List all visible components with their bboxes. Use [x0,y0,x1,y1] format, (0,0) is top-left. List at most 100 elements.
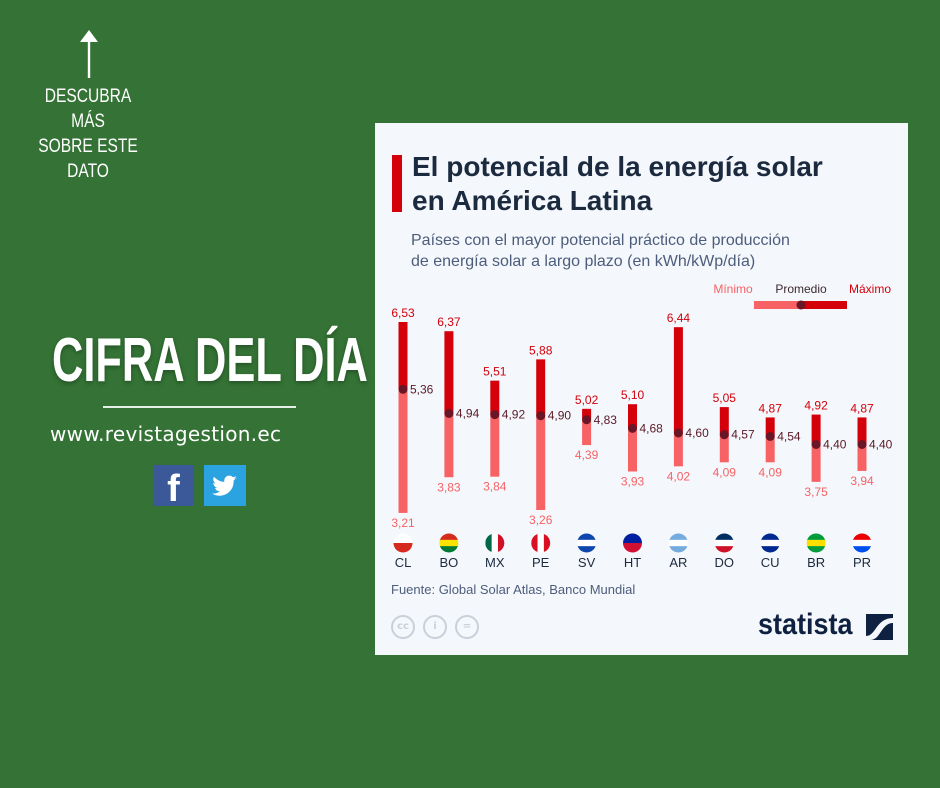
flag-stripe-DO [714,546,734,553]
chart-title: El potencial de la energía solar en Amér… [412,150,823,218]
bar-lower-AR [673,432,683,467]
range-chart: Mínimo Promedio Máximo 6,53 5,36 3,21 CL 6,37 4,… [391,282,893,570]
flag-stripe-SV [577,539,597,547]
avg-dot-MX [490,410,500,420]
bar-lower-SV [582,419,592,446]
category-label-SV: SV [578,555,596,570]
max-label-PR: 4,87 [850,401,874,415]
avg-dot-AR [673,428,683,438]
avg-label-PR: 4,40 [869,437,893,451]
category-label-CU: CU [761,555,780,570]
avg-label-SV: 4,83 [594,413,618,427]
max-label-BR: 4,92 [804,399,828,413]
bar-upper-SV [582,408,592,420]
flag-stripe-CU [760,539,780,547]
legend-min-bar [754,301,801,309]
max-label-DO: 5,05 [713,391,737,405]
avg-dot-SV [582,415,592,425]
bar-lower-BO [444,413,454,478]
bar-upper-BR [811,414,821,445]
bar-lower-CL [398,389,408,513]
bar-upper-BO [444,331,454,414]
flag-stripe-MX [491,533,499,553]
bar-upper-CL [398,322,408,390]
title-accent-bar [392,155,402,212]
category-label-HT: HT [624,555,641,570]
flag-stripe-CL [393,533,413,544]
legend-max: Máximo [849,282,891,296]
avg-label-MX: 4,92 [502,408,526,422]
category-label-PR: PR [853,555,871,570]
flag-stripe-DO [714,533,734,541]
flag-stripe-PE [531,533,539,553]
avg-label-CU: 4,54 [777,429,801,443]
legend-avg: Promedio [775,282,827,296]
chart-card: El potencial de la energía solar en Amér… [375,123,908,655]
statista-logo-mark [866,614,893,640]
cta-line: DATO [67,161,109,182]
headline: CIFRA DEL DÍA [52,326,368,395]
min-label-MX: 3,84 [483,480,507,494]
flag-stripe-AR [668,533,688,541]
discover-more-link[interactable]: DESCUBRA MÁS SOBRE ESTE DATO [31,84,146,184]
avg-label-BR: 4,40 [823,437,847,451]
flag-stripe-SV [577,546,597,553]
bar-lower-CU [765,436,775,463]
bar-lower-PR [857,444,867,471]
no-derivatives-icon: = [455,615,479,639]
category-label-BO: BO [440,555,459,570]
min-label-PR: 3,94 [850,474,874,488]
min-label-BO: 3,83 [437,480,461,494]
flag-stripe-BO [439,546,459,553]
avg-dot-PE [536,411,546,421]
avg-dot-CU [765,431,775,441]
bar-upper-PE [536,359,546,416]
bar-upper-AR [673,327,683,433]
flag-stripe-SV [577,533,597,541]
flag-stripe-MX [497,533,505,553]
bar-lower-HT [628,428,637,472]
twitter-icon[interactable] [204,465,246,506]
attribution-icon: i [423,615,447,639]
flag-stripe-BO [439,533,459,541]
bar-upper-HT [628,404,637,429]
category-label-MX: MX [485,555,505,570]
max-label-CU: 4,87 [759,401,783,415]
flag-stripe-BO [439,539,459,547]
avg-dot-PR [857,439,867,449]
flag-stripe-CU [760,546,780,553]
avg-dot-HT [628,423,637,433]
website-link[interactable]: www.revistagestion.ec [50,422,282,446]
category-label-AR: AR [669,555,687,570]
min-label-CL: 3,21 [391,516,415,530]
avg-label-BO: 4,94 [456,406,480,420]
bar-upper-MX [490,380,500,415]
facebook-icon[interactable]: f [153,465,194,506]
flag-stripe-BR [806,539,826,547]
bar-upper-DO [719,407,729,435]
divider [103,406,296,408]
legend-max-bar [801,301,847,309]
bar-lower-BR [811,444,821,482]
source-note: Fuente: Global Solar Atlas, Banco Mundia… [391,582,636,597]
flag-stripe-HT [623,543,642,553]
flag-stripe-DO [714,539,734,547]
flag-stripe-PR [852,539,872,547]
min-label-CU: 4,09 [759,465,783,479]
statista-logo: statista [758,608,853,641]
min-label-BR: 3,75 [804,485,828,499]
flag-stripe-BR [806,546,826,553]
max-label-CL: 6,53 [391,306,415,320]
avg-dot-CL [398,384,408,394]
max-label-SV: 5,02 [575,393,599,407]
category-label-BR: BR [807,555,825,570]
cta-line: SOBRE ESTE [38,136,138,157]
flag-stripe-AR [668,546,688,553]
flag-stripe-PR [852,546,872,553]
bar-upper-PR [857,417,867,445]
subtitle-line: Países con el mayor potencial práctico d… [411,232,790,249]
flag-stripe-PE [537,533,545,553]
cta-line: DESCUBRA MÁS [44,86,132,132]
title-line: en América Latina [412,185,653,216]
flag-stripe-MX [485,533,493,553]
